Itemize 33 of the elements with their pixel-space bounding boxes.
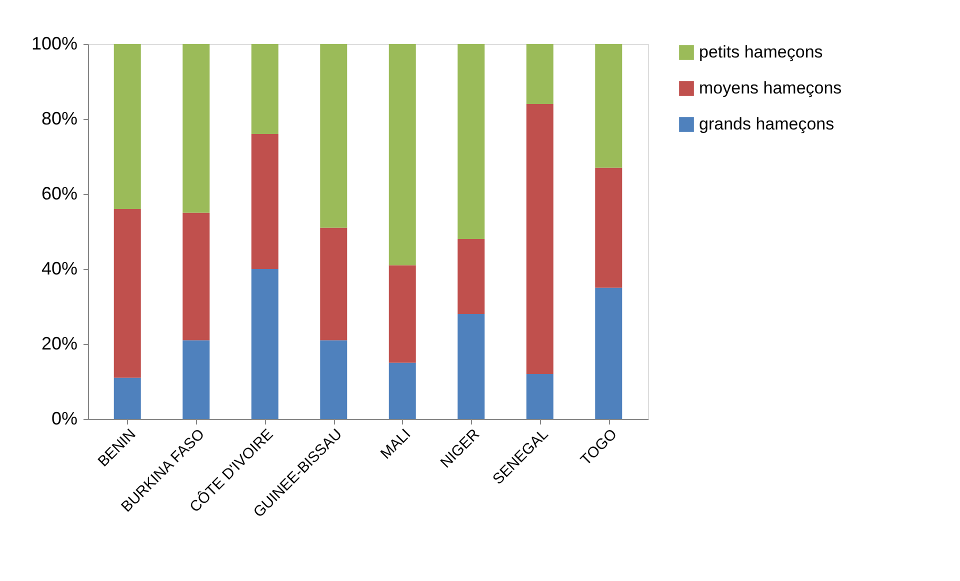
legend-label: petits hameçons bbox=[699, 42, 823, 62]
bar bbox=[595, 288, 622, 419]
bar bbox=[526, 374, 554, 419]
legend-label: grands hameçons bbox=[699, 114, 834, 134]
bar bbox=[114, 378, 141, 419]
bar bbox=[320, 228, 348, 340]
bar bbox=[526, 44, 554, 104]
bar bbox=[526, 104, 554, 374]
bar bbox=[114, 209, 141, 378]
y-tick-label: 0% bbox=[51, 408, 78, 428]
bar bbox=[182, 44, 210, 213]
bar bbox=[388, 265, 416, 363]
bar bbox=[458, 44, 485, 239]
bar bbox=[251, 134, 278, 269]
bar bbox=[595, 44, 622, 168]
bar bbox=[182, 212, 210, 340]
bar bbox=[388, 44, 416, 266]
y-tick-label: 60% bbox=[41, 184, 78, 204]
bar bbox=[320, 44, 348, 228]
y-tick-label: 80% bbox=[41, 108, 78, 128]
y-tick-label: 100% bbox=[31, 34, 78, 54]
bar bbox=[114, 44, 141, 209]
legend-label: moyens hameçons bbox=[699, 78, 842, 98]
bar bbox=[458, 314, 485, 419]
bar bbox=[388, 362, 416, 419]
bar bbox=[251, 44, 278, 134]
bar bbox=[182, 340, 210, 419]
bar bbox=[595, 168, 622, 288]
y-tick-label: 20% bbox=[41, 334, 78, 354]
bar bbox=[458, 239, 485, 314]
bar bbox=[251, 269, 278, 419]
y-tick-label: 40% bbox=[41, 258, 78, 278]
bar bbox=[320, 340, 348, 419]
